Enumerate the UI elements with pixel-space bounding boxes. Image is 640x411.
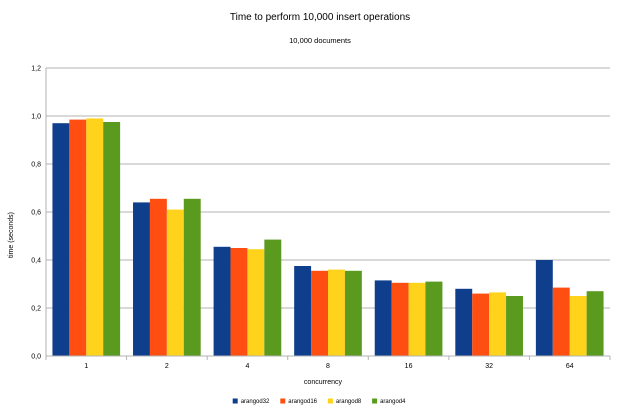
legend-label: arangod16: [288, 399, 317, 405]
bar-arangod16-4: [230, 248, 248, 356]
legend-label: arangod32: [241, 399, 270, 405]
bar-arangod32-16: [374, 280, 392, 356]
bar-arangod16-16: [391, 282, 409, 356]
x-axis-label: concurrency: [304, 379, 343, 386]
bar-arangod32-8: [294, 266, 312, 356]
chart-subtitle: 10,000 documents: [289, 36, 351, 45]
x-tick-label: 1: [84, 363, 88, 370]
legend-swatch: [327, 398, 333, 404]
y-axis-label: time (seconds): [8, 212, 15, 258]
bar-arangod32-1: [52, 123, 70, 356]
axes: [45, 68, 611, 360]
bar-arangod8-1: [86, 118, 104, 357]
legend-swatch: [280, 398, 286, 404]
legend-item-arangod32: arangod32: [232, 398, 270, 405]
bar-arangod4-1: [103, 122, 121, 356]
legend-item-arangod16: arangod16: [280, 398, 318, 405]
bar-arangod32-2: [133, 202, 150, 356]
y-tick-label: 1,2: [31, 66, 41, 73]
bar-arangod4-2: [183, 198, 201, 356]
legend-label: arangod8: [336, 399, 362, 405]
legend-item-arangod8: arangod8: [327, 398, 362, 405]
y-tick-label: 0,6: [31, 210, 41, 217]
y-tick-label: 0,4: [31, 258, 41, 265]
bar-arangod8-4: [247, 249, 265, 356]
bar-arangod8-8: [328, 269, 345, 356]
bar-arangod16-1: [69, 119, 87, 356]
bars: [52, 118, 604, 357]
bar-arangod4-64: [586, 291, 604, 356]
chart-title: Time to perform 10,000 insert operations: [230, 12, 410, 23]
x-tick-label: 4: [245, 363, 249, 370]
y-tick-label: 0,2: [31, 306, 41, 313]
legend-swatch: [232, 398, 238, 404]
bar-arangod16-2: [149, 198, 167, 356]
tick-labels: 0,0 0,2 0,4 0,6 0,8 1,0 1,2 1 2 4 8 16 32 64: [31, 66, 573, 371]
bar-arangod8-16: [408, 282, 426, 356]
x-tick-label: 2: [165, 363, 169, 370]
x-tick-label: 8: [326, 363, 330, 370]
bar-arangod16-8: [311, 270, 328, 356]
bar-arangod8-2: [166, 209, 184, 356]
legend-label: arangod4: [380, 399, 406, 405]
bar-arangod32-32: [455, 288, 473, 356]
x-tick-label: 64: [566, 363, 574, 370]
bar-arangod32-64: [535, 260, 553, 356]
y-tick-label: 0,8: [31, 162, 41, 169]
bar-arangod4-4: [264, 239, 282, 356]
bar-arangod4-16: [425, 281, 443, 356]
bar-arangod16-64: [552, 287, 570, 356]
bar-arangod8-64: [569, 296, 587, 356]
y-tick-label: 1,0: [31, 114, 41, 121]
y-tick-label: 0,0: [31, 354, 41, 361]
legend: arangod32 arangod16 arangod8 arangod4: [232, 398, 406, 405]
legend-swatch: [372, 398, 378, 404]
x-tick-label: 16: [405, 363, 413, 370]
bar-arangod8-32: [489, 292, 507, 356]
bar-arangod4-32: [506, 296, 523, 356]
bar-arangod32-4: [213, 246, 231, 356]
bar-arangod4-8: [344, 270, 362, 356]
x-tick-label: 32: [485, 363, 493, 370]
bar-arangod16-32: [472, 293, 490, 356]
legend-item-arangod4: arangod4: [372, 398, 406, 405]
